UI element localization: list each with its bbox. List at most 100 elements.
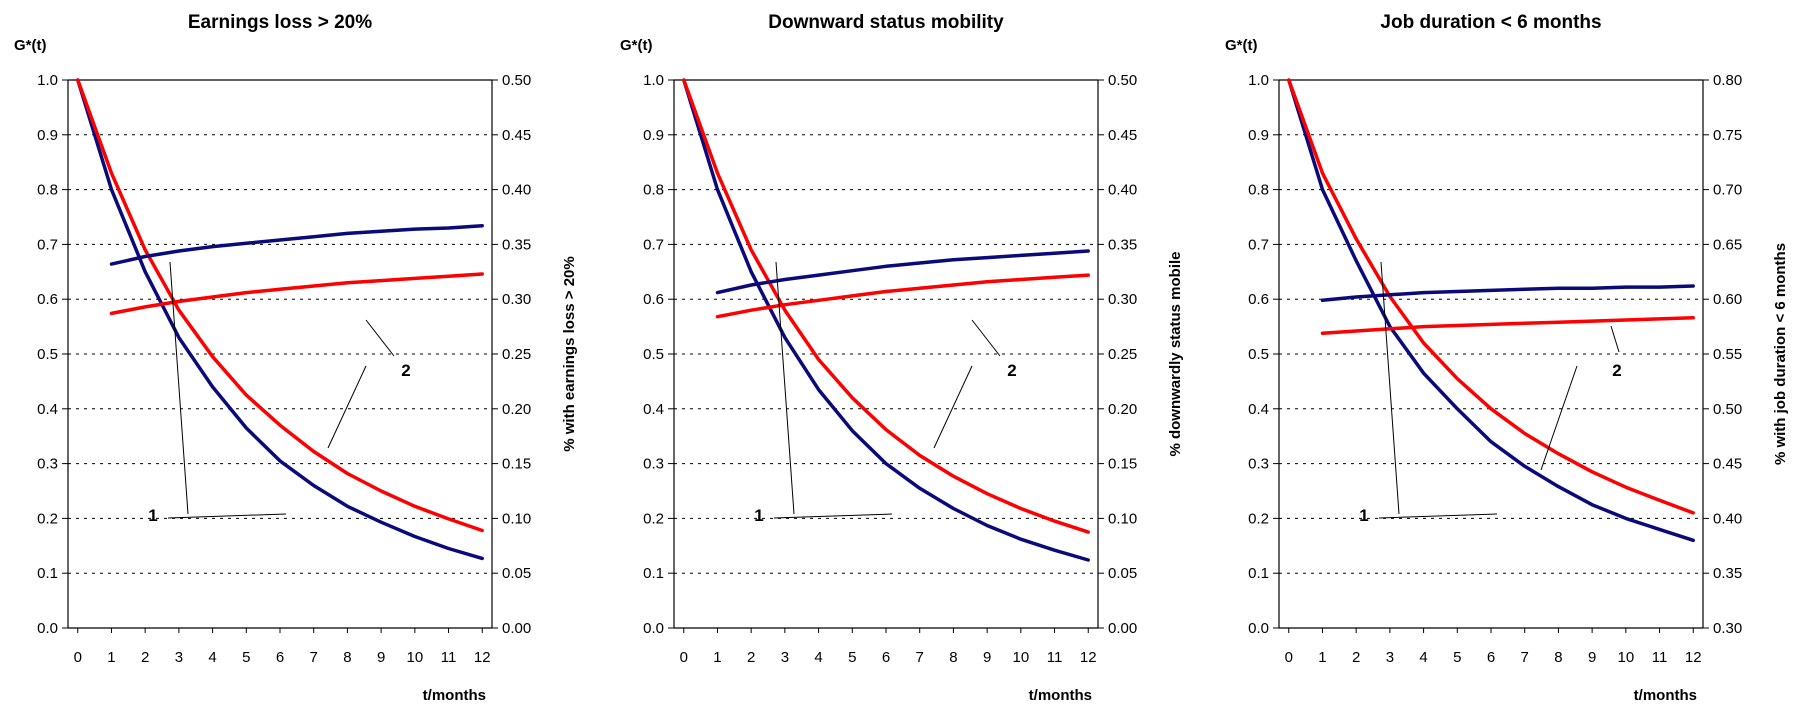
- panel-1-callout-1-leader: [167, 513, 287, 519]
- panel-2-x-tick-label: 6: [882, 649, 890, 666]
- panel-1-y-tick-label: 0.0: [37, 620, 58, 637]
- panel-3-y2-tick-label: 0.35: [1713, 565, 1742, 582]
- panel-1-x-tick-label: 12: [474, 649, 491, 666]
- panel-3-y-tick-label: 0.3: [1248, 456, 1269, 473]
- panel-3-y-tick-label: 0.5: [1248, 346, 1269, 363]
- panel-3-callout-1-leader: [1380, 261, 1400, 515]
- panel-3-y2-tick-label: 0.50: [1713, 401, 1742, 418]
- panel-1-y-tick-label: 1.0: [37, 72, 58, 89]
- panel-2-y2-tick-label: 0.50: [1108, 72, 1137, 89]
- panel-2-y2-axis-label: % downwardly status mobile: [1167, 251, 1184, 456]
- panel-2-y-tick-label: 0.3: [643, 456, 664, 473]
- panel-3-x-tick-label: 2: [1352, 649, 1360, 666]
- panel-3-callout-1-label: 1: [1359, 506, 1368, 525]
- panel-2-y2-tick-label: 0.10: [1108, 510, 1137, 527]
- panel-2-x-tick-label: 2: [747, 649, 755, 666]
- panel-1-y2-tick-label: 0.20: [502, 401, 531, 418]
- panel-2-y2-tick-label: 0.20: [1108, 401, 1137, 418]
- panel-3-x-tick-label: 4: [1419, 649, 1427, 666]
- panel-2-y2-tick-label: 0.45: [1108, 127, 1137, 144]
- panel-1-y2-tick-label: 0.30: [502, 291, 531, 308]
- panel-1-y-tick-label: 0.3: [37, 456, 58, 473]
- panel-3-y-tick-label: 0.1: [1248, 565, 1269, 582]
- panel-1-y-tick-label: 0.5: [37, 346, 58, 363]
- panel-1-x-tick-label: 11: [441, 649, 457, 666]
- panel-2-x-tick-label: 5: [848, 649, 856, 666]
- panel-3-y-tick-label: 0.6: [1248, 291, 1269, 308]
- panel-1-y-tick-label: 0.2: [37, 510, 58, 527]
- panel-2-x-tick-label: 9: [983, 649, 991, 666]
- panel-3-x-tick-label: 8: [1554, 649, 1562, 666]
- panel-1-y2-tick-label: 0.05: [502, 565, 531, 582]
- panel-2-x-tick-label: 7: [916, 649, 924, 666]
- panel-3-y-tick-label: 0.0: [1248, 620, 1269, 637]
- panel-1-x-tick-label: 8: [343, 649, 351, 666]
- panel-2-y-tick-label: 0.4: [643, 401, 664, 418]
- panel-3-y-axis-label: G*(t): [1225, 37, 1258, 54]
- panel-3-series-1-line: [1287, 78, 1695, 543]
- panel-1-y2-tick-label: 0.50: [502, 72, 531, 89]
- panel-2-series-2-line: [682, 78, 1090, 534]
- panel-1-y-tick-label: 0.9: [37, 127, 58, 144]
- panel-3-x-tick-label: 1: [1318, 649, 1326, 666]
- panel-2-y2-tick-label: 0.30: [1108, 291, 1137, 308]
- panel-3-title: Job duration < 6 months: [1380, 12, 1601, 33]
- panel-1-y2-tick-label: 0.35: [502, 236, 531, 253]
- panel-2-x-tick-label: 11: [1047, 649, 1063, 666]
- panel-2-y-tick-label: 0.5: [643, 346, 664, 363]
- panel-3-y-tick-label: 0.2: [1248, 510, 1269, 527]
- panel-3-x-tick-label: 10: [1617, 649, 1634, 666]
- panel-2-callout-1-leader: [775, 261, 795, 515]
- panel-1-x-tick-label: 9: [377, 649, 385, 666]
- panel-2-x-tick-label: 10: [1012, 649, 1029, 666]
- panel-2-y-tick-label: 1.0: [643, 72, 664, 89]
- panel-3-x-tick-label: 7: [1521, 649, 1529, 666]
- panel-2-callout-2-leader: [971, 319, 1001, 357]
- panel-1-callout-2-label: 2: [401, 361, 410, 380]
- panel-2-title: Downward status mobility: [768, 12, 1004, 33]
- panel-2-x-tick-label: 0: [680, 649, 688, 666]
- panel-1-x-tick-label: 1: [107, 649, 115, 666]
- panel-2-x-tick-label: 8: [949, 649, 957, 666]
- panel-1-callout-1-label: 1: [148, 506, 157, 525]
- panel-1-x-tick-label: 7: [310, 649, 318, 666]
- panel-1-x-tick-label: 6: [276, 649, 284, 666]
- panel-1-series-1-line: [76, 78, 484, 561]
- panel-2-y-tick-label: 0.0: [643, 620, 664, 637]
- panel-3-x-tick-label: 12: [1685, 649, 1702, 666]
- panel-2-x-tick-label: 3: [781, 649, 789, 666]
- panel-2-y2-tick-label: 0.00: [1108, 620, 1137, 637]
- panel-3-y2-tick-label: 0.60: [1713, 291, 1742, 308]
- panel-2-callout-2-label: 2: [1007, 361, 1016, 380]
- panel-1-y-axis-label: G*(t): [14, 37, 47, 54]
- panel-1-x-tick-label: 3: [175, 649, 183, 666]
- panel-3-x-axis-label: t/months: [1634, 687, 1697, 704]
- panel-3-y2-tick-label: 0.55: [1713, 346, 1742, 363]
- panel-1-y2-tick-label: 0.10: [502, 510, 531, 527]
- panel-3-y2-tick-label: 0.40: [1713, 510, 1742, 527]
- panel-1-y2-tick-label: 0.40: [502, 182, 531, 199]
- panel-3-y-tick-label: 0.4: [1248, 401, 1269, 418]
- panel-3-x-tick-label: 3: [1386, 649, 1394, 666]
- panel-2-x-tick-label: 1: [713, 649, 721, 666]
- panel-3-y-tick-label: 0.7: [1248, 236, 1269, 253]
- panel-1-series-4-line: [109, 272, 484, 316]
- panel-3-callout-2-leader: [1540, 365, 1578, 471]
- panel-2-y2-tick-label: 0.15: [1108, 456, 1137, 473]
- panel-3-y2-tick-label: 0.45: [1713, 456, 1742, 473]
- panel-3-y-tick-label: 0.9: [1248, 127, 1269, 144]
- panel-1-y-tick-label: 0.1: [37, 565, 58, 582]
- panel-3-y2-tick-label: 0.80: [1713, 72, 1742, 89]
- panel-1-x-tick-label: 0: [74, 649, 82, 666]
- panel-2-callout-2-leader: [933, 365, 973, 449]
- panel-3-y2-tick-label: 0.30: [1713, 620, 1742, 637]
- panel-3-series-4-line: [1320, 316, 1695, 335]
- panel-1-x-tick-label: 4: [208, 649, 216, 666]
- panel-1-callout-2-leader: [327, 365, 367, 449]
- panel-2-y-tick-label: 0.1: [643, 565, 664, 582]
- panel-3-x-tick-label: 5: [1453, 649, 1461, 666]
- panel-3-y-tick-label: 1.0: [1248, 72, 1269, 89]
- panel-1-y-tick-label: 0.7: [37, 236, 58, 253]
- panel-3-y2-tick-label: 0.65: [1713, 236, 1742, 253]
- panel-3-series-2-line: [1287, 78, 1695, 515]
